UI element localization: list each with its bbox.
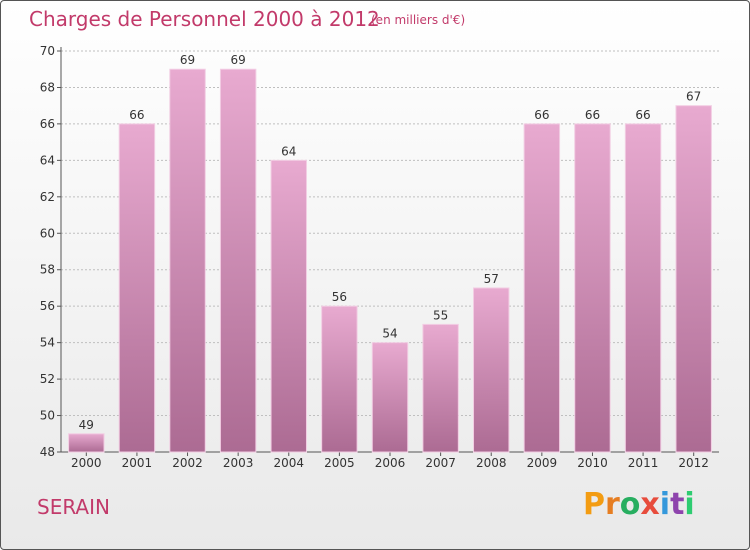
x-tick-label-2007: 2007 bbox=[425, 456, 456, 470]
bar-2011 bbox=[624, 123, 662, 453]
logo-letter: i bbox=[659, 487, 671, 522]
y-tick-label: 62 bbox=[40, 190, 55, 204]
y-tick-label: 68 bbox=[40, 80, 55, 94]
bar-2004 bbox=[270, 159, 307, 453]
x-tick-label-2001: 2001 bbox=[122, 456, 153, 470]
data-label-2004: 64 bbox=[281, 144, 296, 158]
y-tick-label: 70 bbox=[40, 44, 55, 58]
logo-letter: x bbox=[640, 487, 660, 522]
x-tick-label-2010: 2010 bbox=[577, 456, 608, 470]
data-label-2001: 66 bbox=[129, 108, 144, 122]
bar-2009 bbox=[523, 123, 561, 453]
bars bbox=[68, 68, 712, 453]
x-tick-label-2000: 2000 bbox=[71, 456, 102, 470]
y-tick-label: 66 bbox=[40, 117, 55, 131]
y-tick-label: 64 bbox=[40, 153, 55, 167]
bar-2008 bbox=[473, 287, 510, 453]
bar-2002 bbox=[169, 68, 206, 453]
logo-letter: t bbox=[670, 487, 685, 522]
logo-letter: r bbox=[605, 487, 620, 522]
data-label-2011: 66 bbox=[635, 108, 650, 122]
data-label-2003: 69 bbox=[231, 53, 246, 67]
x-tick-label-2006: 2006 bbox=[375, 456, 406, 470]
proxiti-logo[interactable]: Proxiti bbox=[583, 487, 695, 522]
data-label-2006: 54 bbox=[382, 327, 397, 341]
x-tick-label-2003: 2003 bbox=[223, 456, 254, 470]
x-tick-label-2009: 2009 bbox=[527, 456, 558, 470]
bar-2005 bbox=[321, 305, 358, 453]
bar-2012 bbox=[675, 105, 712, 453]
bar-2003 bbox=[219, 68, 257, 453]
y-tick-label: 48 bbox=[40, 445, 55, 459]
bar-2006 bbox=[371, 342, 409, 453]
x-tick-label-2011: 2011 bbox=[628, 456, 659, 470]
logo-letter: o bbox=[619, 487, 641, 522]
y-tick-label: 52 bbox=[40, 372, 55, 386]
y-tick-label: 56 bbox=[40, 299, 55, 313]
x-tick-label-2008: 2008 bbox=[476, 456, 507, 470]
data-label-2005: 56 bbox=[332, 290, 347, 304]
x-tick-label-2002: 2002 bbox=[172, 456, 203, 470]
chart-title: Charges de Personnel 2000 à 2012 bbox=[29, 7, 380, 31]
data-label-2000: 49 bbox=[79, 418, 94, 432]
x-tick-label-2004: 2004 bbox=[273, 456, 304, 470]
y-tick-label: 60 bbox=[40, 226, 55, 240]
x-tick-label-2005: 2005 bbox=[324, 456, 355, 470]
data-label-2008: 57 bbox=[484, 272, 499, 286]
data-label-2012: 67 bbox=[686, 90, 701, 104]
bar-2000 bbox=[68, 433, 105, 453]
y-tick-label: 54 bbox=[40, 336, 55, 350]
chart-unit: (en milliers d'€) bbox=[371, 13, 466, 27]
data-label-2010: 66 bbox=[585, 108, 600, 122]
logo-letter: P bbox=[583, 487, 605, 522]
y-tick-label: 58 bbox=[40, 263, 55, 277]
logo-letter: i bbox=[684, 487, 695, 522]
bar-2001 bbox=[118, 123, 156, 453]
data-label-2002: 69 bbox=[180, 53, 195, 67]
data-labels: 49 66 69 69 64 56 54 55 57 66 66 66 67 bbox=[79, 53, 702, 432]
bar-2007 bbox=[422, 323, 459, 453]
data-label-2009: 66 bbox=[534, 108, 549, 122]
y-tick-label: 50 bbox=[40, 409, 55, 423]
bar-2010 bbox=[574, 123, 611, 453]
data-label-2007: 55 bbox=[433, 308, 448, 322]
city-name: SERAIN bbox=[37, 495, 110, 519]
x-tick-label-2012: 2012 bbox=[678, 456, 709, 470]
bar-chart: 48 50 52 54 56 58 60 62 64 66 68 70 2000 2001 2002 2003… bbox=[40, 44, 719, 470]
